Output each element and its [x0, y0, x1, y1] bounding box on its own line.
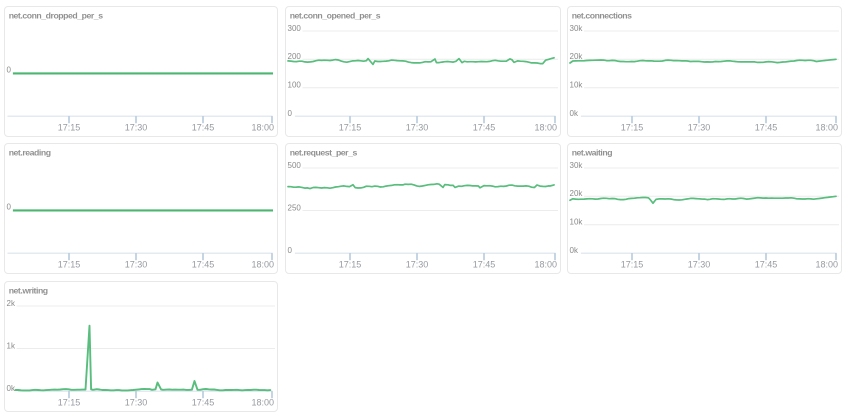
svg-text:0: 0: [7, 203, 12, 212]
svg-text:18:00: 18:00: [251, 260, 274, 270]
svg-text:30k: 30k: [570, 161, 584, 170]
svg-text:net.request_per_s: net.request_per_s: [290, 147, 358, 157]
svg-text:net.conn_opened_per_s: net.conn_opened_per_s: [290, 10, 381, 20]
svg-text:17:45: 17:45: [473, 123, 496, 133]
svg-text:500: 500: [288, 161, 302, 170]
svg-text:0: 0: [7, 66, 12, 75]
svg-text:20k: 20k: [570, 189, 584, 198]
svg-text:17:30: 17:30: [125, 260, 148, 270]
svg-text:0: 0: [288, 109, 293, 118]
svg-text:30k: 30k: [570, 24, 584, 33]
svg-text:0k: 0k: [570, 246, 579, 255]
svg-text:17:30: 17:30: [406, 123, 429, 133]
svg-text:17:45: 17:45: [473, 260, 496, 270]
svg-text:18:00: 18:00: [251, 398, 274, 408]
svg-text:17:30: 17:30: [125, 398, 148, 408]
svg-text:17:45: 17:45: [192, 398, 215, 408]
svg-text:0: 0: [288, 246, 293, 255]
svg-text:17:30: 17:30: [406, 260, 429, 270]
svg-text:0k: 0k: [7, 384, 16, 393]
svg-text:17:15: 17:15: [621, 260, 644, 270]
svg-text:net.connections: net.connections: [572, 10, 632, 20]
svg-text:net.reading: net.reading: [9, 147, 51, 157]
svg-text:18:00: 18:00: [534, 260, 557, 270]
svg-text:2k: 2k: [7, 299, 16, 308]
svg-text:17:45: 17:45: [755, 260, 778, 270]
svg-text:net.writing: net.writing: [9, 285, 48, 295]
svg-text:17:15: 17:15: [621, 123, 644, 133]
svg-text:10k: 10k: [570, 81, 584, 90]
svg-text:17:15: 17:15: [339, 260, 362, 270]
svg-text:18:00: 18:00: [251, 123, 274, 133]
svg-text:1k: 1k: [7, 341, 16, 350]
svg-text:18:00: 18:00: [534, 123, 557, 133]
svg-text:17:30: 17:30: [125, 123, 148, 133]
svg-text:17:45: 17:45: [192, 123, 215, 133]
svg-text:18:00: 18:00: [815, 123, 838, 133]
svg-text:10k: 10k: [570, 218, 584, 227]
svg-text:300: 300: [288, 24, 302, 33]
svg-text:18:00: 18:00: [815, 260, 838, 270]
svg-text:17:45: 17:45: [192, 260, 215, 270]
svg-text:17:15: 17:15: [58, 398, 81, 408]
svg-text:17:30: 17:30: [688, 123, 711, 133]
svg-text:0k: 0k: [570, 109, 579, 118]
svg-text:200: 200: [288, 52, 302, 61]
svg-text:17:30: 17:30: [688, 260, 711, 270]
svg-text:17:15: 17:15: [58, 123, 81, 133]
svg-text:17:45: 17:45: [755, 123, 778, 133]
svg-text:17:15: 17:15: [58, 260, 81, 270]
svg-text:20k: 20k: [570, 52, 584, 61]
svg-text:250: 250: [288, 203, 302, 212]
svg-text:net.waiting: net.waiting: [572, 147, 613, 157]
svg-text:100: 100: [288, 81, 302, 90]
svg-text:17:15: 17:15: [339, 123, 362, 133]
svg-text:net.conn_dropped_per_s: net.conn_dropped_per_s: [9, 10, 104, 20]
